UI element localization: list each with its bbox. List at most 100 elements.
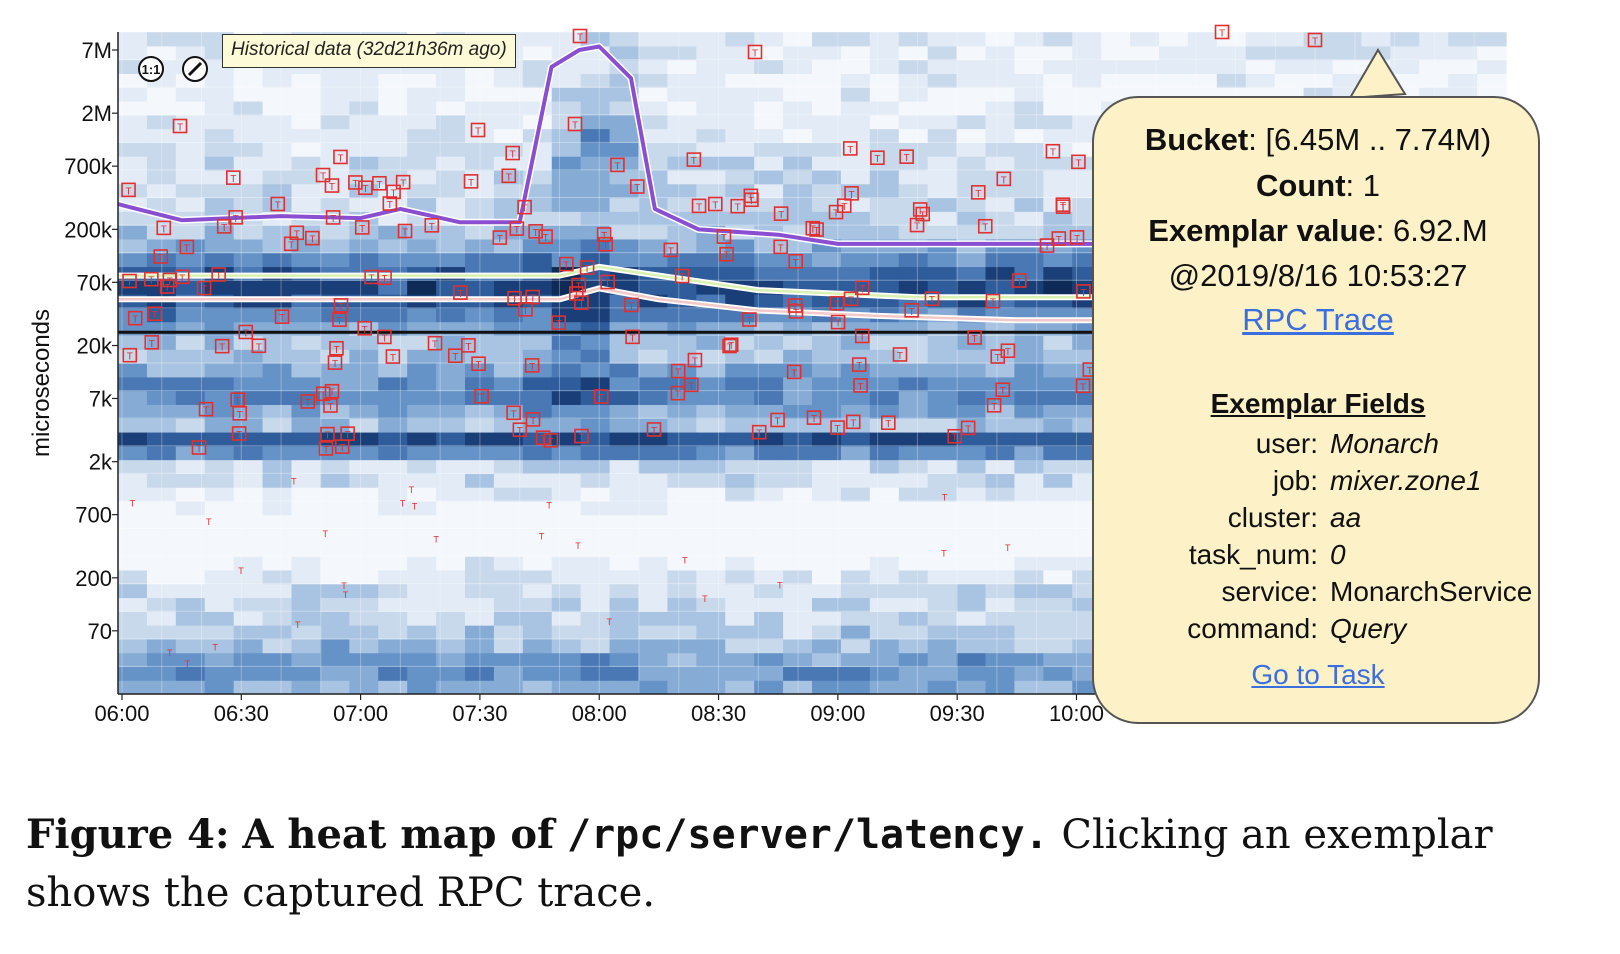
heatmap-cell[interactable] <box>1014 680 1044 695</box>
heatmap-cell[interactable] <box>493 652 524 668</box>
exemplar-marker-box[interactable] <box>506 405 521 421</box>
heatmap-cell[interactable] <box>927 59 958 74</box>
heatmap-cell[interactable] <box>696 611 726 626</box>
heatmap-cell[interactable] <box>1043 169 1073 185</box>
heatmap-cell[interactable] <box>840 556 871 571</box>
heatmap-cell[interactable] <box>175 556 206 571</box>
heatmap-cell[interactable] <box>436 87 466 102</box>
heatmap-cell[interactable] <box>1216 59 1247 74</box>
heatmap-cell[interactable] <box>320 625 350 640</box>
heatmap-cell[interactable] <box>204 583 235 599</box>
heatmap-cell[interactable] <box>262 556 293 571</box>
heatmap-cell[interactable] <box>204 376 235 392</box>
exemplar-marker-box[interactable] <box>723 337 739 353</box>
heatmap-cell[interactable] <box>1043 404 1073 419</box>
heatmap-cell[interactable] <box>175 542 206 557</box>
heatmap-cell[interactable] <box>696 321 726 337</box>
heatmap-cell[interactable] <box>320 252 350 268</box>
exemplar-marker-box[interactable] <box>424 218 440 233</box>
heatmap-cell[interactable] <box>638 528 669 543</box>
exemplar-marker-box[interactable] <box>786 364 802 380</box>
heatmap-cell[interactable] <box>1043 625 1073 640</box>
heatmap-cell[interactable] <box>638 500 669 516</box>
heatmap-cell[interactable] <box>840 528 871 543</box>
heatmap-cell[interactable] <box>1014 114 1044 130</box>
heatmap-cell[interactable] <box>204 487 235 502</box>
heatmap-cell[interactable] <box>696 156 726 171</box>
heatmap-cell[interactable] <box>609 45 640 61</box>
heatmap-cell[interactable] <box>551 528 582 543</box>
heatmap-cell[interactable] <box>927 638 958 654</box>
heatmap-cell[interactable] <box>840 473 871 488</box>
heatmap-cell[interactable] <box>609 583 640 599</box>
heatmap-cell[interactable] <box>667 321 697 337</box>
heatmap-cell[interactable] <box>725 569 755 585</box>
heatmap-cell[interactable] <box>667 652 697 668</box>
heatmap-cell[interactable] <box>609 349 640 364</box>
heatmap-cell[interactable] <box>349 666 379 681</box>
heatmap-cell[interactable] <box>898 280 929 295</box>
heatmap-cell[interactable] <box>204 459 235 474</box>
heatmap-cell[interactable] <box>927 597 958 612</box>
heatmap-cell[interactable] <box>985 514 1016 530</box>
heatmap-cell[interactable] <box>436 569 466 585</box>
heatmap-cell[interactable] <box>754 238 784 254</box>
heatmap-cell[interactable] <box>146 100 177 116</box>
exemplar-marker-box[interactable] <box>179 239 195 255</box>
heatmap-cell[interactable] <box>118 252 148 268</box>
heatmap-cell[interactable] <box>262 183 293 199</box>
heatmap-cell[interactable] <box>436 335 466 350</box>
heatmap-cell[interactable] <box>1477 32 1507 47</box>
heatmap-cell[interactable] <box>985 32 1016 47</box>
heatmap-cell[interactable] <box>522 390 553 405</box>
heatmap-cell[interactable] <box>291 680 322 695</box>
heatmap-cell[interactable] <box>840 225 871 240</box>
heatmap-cell[interactable] <box>262 638 293 654</box>
heatmap-cell[interactable] <box>349 638 379 654</box>
heatmap-cell[interactable] <box>493 473 524 488</box>
heatmap-cell[interactable] <box>522 100 553 116</box>
heatmap-cell[interactable] <box>696 197 726 212</box>
heatmap-cell[interactable] <box>754 459 784 474</box>
exemplar-marker-box[interactable] <box>843 291 859 307</box>
heatmap-cell[interactable] <box>956 45 987 61</box>
heatmap-cell[interactable] <box>783 459 813 474</box>
heatmap-cell[interactable] <box>580 349 611 364</box>
heatmap-cell[interactable] <box>1043 73 1073 88</box>
heatmap-cell[interactable] <box>725 652 755 668</box>
exemplar-marker-box[interactable] <box>670 385 686 401</box>
heatmap-cell[interactable] <box>725 638 755 654</box>
exemplar-marker-box[interactable] <box>501 168 517 184</box>
heatmap-cell[interactable] <box>378 583 408 599</box>
heatmap-cell[interactable] <box>233 114 264 130</box>
heatmap-cell[interactable] <box>898 487 929 502</box>
exemplar-marker-small[interactable]: T <box>941 548 947 558</box>
heatmap-cell[interactable] <box>175 459 206 474</box>
heatmap-cell[interactable] <box>522 335 553 350</box>
percentile-line[interactable] <box>118 287 1506 322</box>
heatmap-cell[interactable] <box>956 156 987 171</box>
heatmap-cell[interactable] <box>262 87 293 102</box>
heatmap-cell[interactable] <box>840 597 871 612</box>
heatmap-cell[interactable] <box>465 238 495 254</box>
heatmap-cell[interactable] <box>783 556 813 571</box>
heatmap-cell[interactable] <box>407 638 437 654</box>
heatmap-cell[interactable] <box>320 128 350 143</box>
heatmap-cell[interactable] <box>551 625 582 640</box>
heatmap-cell[interactable] <box>812 638 842 654</box>
exemplar-marker-small[interactable]: T <box>323 529 329 539</box>
heatmap-cell[interactable] <box>812 404 842 419</box>
heatmap-cell[interactable] <box>1361 32 1391 47</box>
heatmap-cell[interactable] <box>783 363 813 378</box>
heatmap-cell[interactable] <box>840 680 871 695</box>
heatmap-cell[interactable] <box>493 335 524 350</box>
heatmap-cell[interactable] <box>580 211 611 226</box>
heatmap-cell[interactable] <box>783 390 813 405</box>
heatmap-cell[interactable] <box>725 556 755 571</box>
heatmap-cell[interactable] <box>407 349 437 364</box>
heatmap-cell[interactable] <box>146 625 177 640</box>
heatmap-cell[interactable] <box>754 32 784 47</box>
heatmap-cell[interactable] <box>696 666 726 681</box>
heatmap-cell[interactable] <box>783 680 813 695</box>
heatmap-cell[interactable] <box>1130 32 1160 47</box>
